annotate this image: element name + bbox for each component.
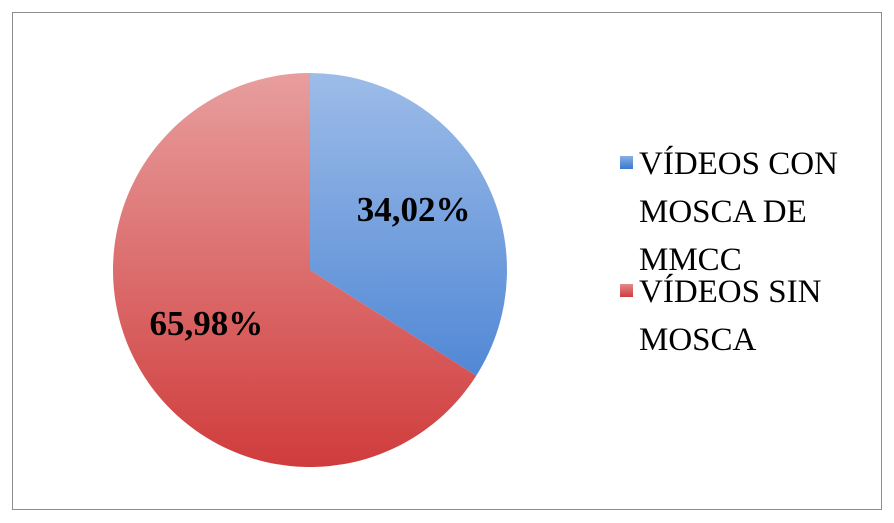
pie-slice xyxy=(112,73,477,467)
legend-entry: VÍDEOS SIN MOSCA xyxy=(620,268,860,364)
data-label: 65,98% xyxy=(150,304,264,343)
pie-slice xyxy=(310,73,507,376)
legend-swatch xyxy=(620,284,633,297)
legend-swatch xyxy=(620,156,633,169)
data-label: 34,02% xyxy=(357,190,471,229)
legend-label: VÍDEOS CON MOSCA DE MMCC xyxy=(639,146,838,278)
legend-entry: VÍDEOS CON MOSCA DE MMCC xyxy=(620,140,860,284)
legend-label: VÍDEOS SIN MOSCA xyxy=(639,274,822,358)
